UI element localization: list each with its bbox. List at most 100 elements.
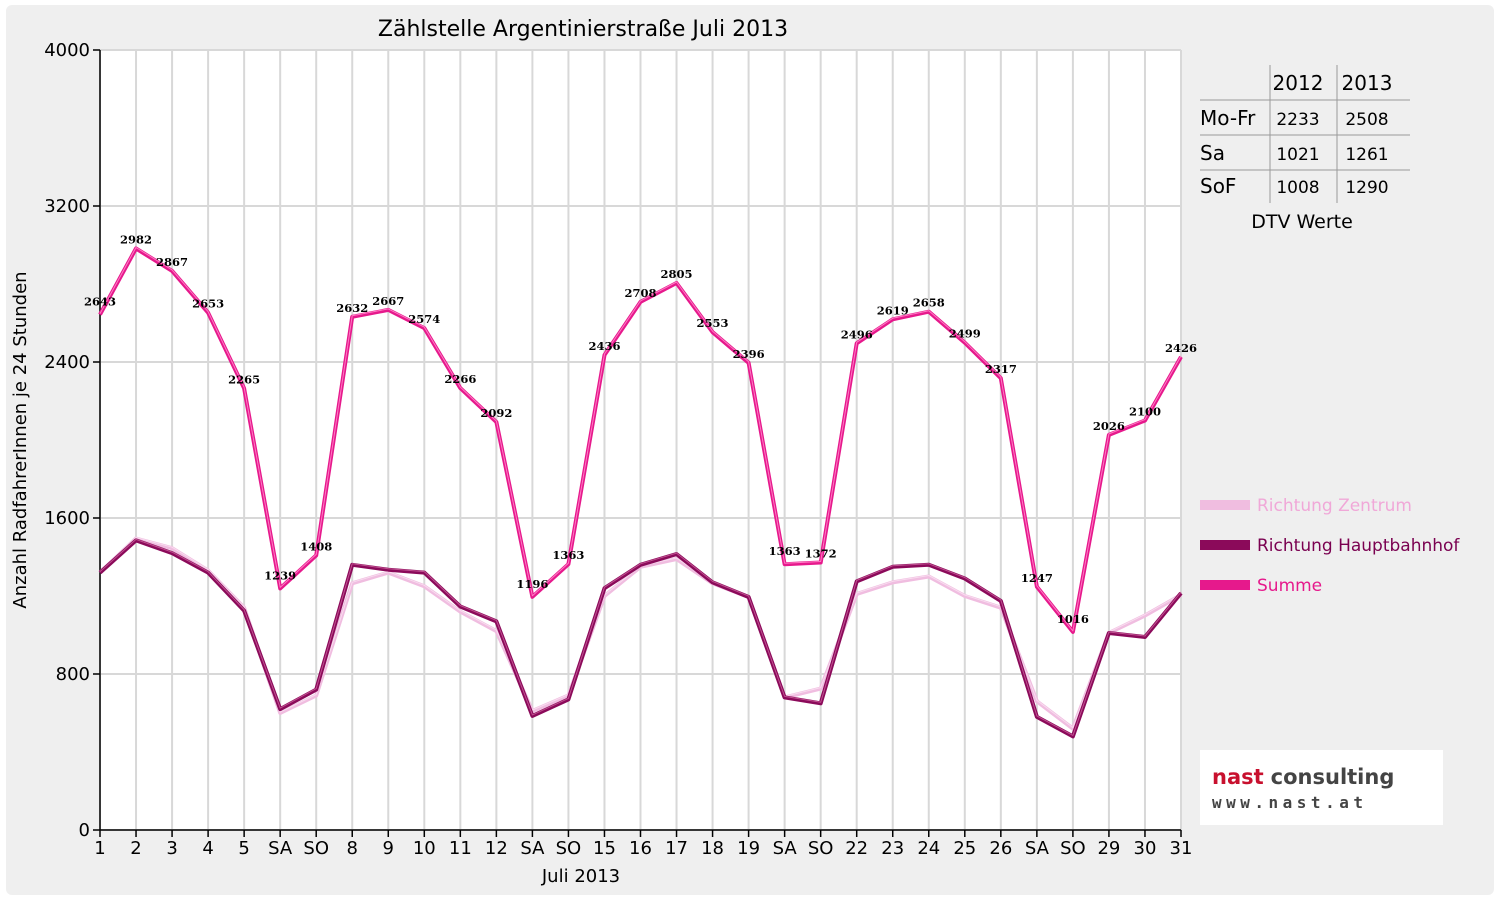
data-label: 2266 <box>444 372 476 386</box>
x-tick-label: 17 <box>665 838 688 859</box>
data-label: 2632 <box>336 301 368 315</box>
x-tick-label: SA <box>1025 838 1050 859</box>
x-tick-label: SA <box>773 838 798 859</box>
data-label: 2436 <box>588 339 620 353</box>
table-cell: 2233 <box>1276 110 1319 130</box>
chart-title: Zählstelle Argentinierstraße Juli 2013 <box>378 17 788 42</box>
legend-label: Richtung Zentrum <box>1257 496 1412 516</box>
legend-label: Summe <box>1257 576 1322 596</box>
data-labels: 2643 2982 2867 2653 2265 1239 1408 2632 2667 2574… <box>84 233 1197 626</box>
y-tick-label: 3200 <box>44 196 90 217</box>
data-label: 2653 <box>192 297 224 311</box>
x-tick-label: 31 <box>1170 838 1193 859</box>
data-label: 2574 <box>408 312 440 326</box>
data-label: 2619 <box>877 303 909 317</box>
x-tick-label: 23 <box>881 838 904 859</box>
x-tick-label: 3 <box>166 838 177 859</box>
x-tick-label: SA <box>268 838 293 859</box>
x-tick-label: 5 <box>238 838 249 859</box>
x-tick-label: SO <box>303 838 329 859</box>
data-label: 1247 <box>1021 571 1053 585</box>
data-label: 2553 <box>697 316 729 330</box>
table-cell: 1008 <box>1276 178 1319 198</box>
series-layer <box>98 246 1183 739</box>
table-cell: 1261 <box>1345 145 1388 165</box>
table-cell: 1290 <box>1345 178 1388 198</box>
x-tick-label: 26 <box>989 838 1012 859</box>
data-label: 2499 <box>949 327 981 341</box>
x-tick-label: 1 <box>94 838 105 859</box>
legend-swatch <box>1200 540 1250 550</box>
x-tick-label: SA <box>520 838 545 859</box>
legend-swatch <box>1200 500 1250 510</box>
data-label: 2982 <box>120 233 152 247</box>
data-label: 1196 <box>516 577 548 591</box>
x-tick-label: 10 <box>413 838 436 859</box>
data-label: 2092 <box>480 406 512 420</box>
x-axis-title: Juli 2013 <box>541 866 620 887</box>
y-tick-labels: 0 800 1600 2400 3200 4000 <box>44 40 90 841</box>
table-col-header: 2012 <box>1273 71 1324 95</box>
y-tick-label: 0 <box>79 820 90 841</box>
x-tick-label: 24 <box>917 838 940 859</box>
series-line-highlight <box>99 247 1182 632</box>
data-label: 2708 <box>624 286 656 300</box>
data-label: 2100 <box>1129 405 1161 419</box>
x-tick-label: 16 <box>629 838 652 859</box>
data-label: 1408 <box>300 539 332 553</box>
x-tick-label: 25 <box>953 838 976 859</box>
y-tick-label: 4000 <box>44 40 90 61</box>
data-label: 2317 <box>985 362 1017 376</box>
logo-url: www.nast.at <box>1212 793 1367 812</box>
data-label: 1363 <box>552 548 584 562</box>
table-row-label: Sa <box>1200 141 1225 165</box>
x-tick-labels: 1 2 3 4 5 SA SO 8 9 10 11 12 SA SO 15 16 17 18 19 SA SO 22 23 2… <box>94 838 1192 859</box>
x-tick-label: 11 <box>449 838 472 859</box>
x-tick-label: 30 <box>1134 838 1157 859</box>
data-label: 2658 <box>913 296 945 310</box>
legend-swatch <box>1200 580 1250 590</box>
legend-label: Richtung Hauptbahnhof <box>1257 536 1460 556</box>
x-tick-label: 18 <box>701 838 724 859</box>
data-label: 1372 <box>805 546 837 560</box>
dtv-table: 2012 2013 Mo-Fr 2233 2508 Sa 1021 1261 S… <box>1200 65 1410 233</box>
table-cell: 1021 <box>1276 145 1319 165</box>
data-label: 2667 <box>372 294 404 308</box>
table-cell: 2508 <box>1345 110 1388 130</box>
data-label: 2426 <box>1165 341 1197 355</box>
y-tick-label: 2400 <box>44 352 90 373</box>
logo: nast consulting www.nast.at <box>1200 750 1443 825</box>
x-tick-label: 19 <box>737 838 760 859</box>
data-label: 2805 <box>661 267 693 281</box>
table-caption: DTV Werte <box>1251 211 1353 233</box>
data-label: 2396 <box>733 347 765 361</box>
legend: Richtung Zentrum Richtung Hauptbahnhof Sum… <box>1200 496 1460 596</box>
x-tick-label: SO <box>808 838 834 859</box>
data-label: 2265 <box>228 372 260 386</box>
table-col-header: 2013 <box>1342 71 1393 95</box>
data-label: 2643 <box>84 295 116 309</box>
x-tick-label: 22 <box>845 838 868 859</box>
x-tick-label: 4 <box>202 838 213 859</box>
x-tick-label: 2 <box>130 838 141 859</box>
data-label: 2867 <box>156 255 188 269</box>
y-tick-label: 800 <box>56 664 90 685</box>
logo-box <box>1200 750 1443 825</box>
x-tick-label: 29 <box>1097 838 1120 859</box>
x-tick-label: 8 <box>347 838 358 859</box>
x-tick-label: 12 <box>485 838 508 859</box>
x-tick-label: 15 <box>593 838 616 859</box>
data-label: 1363 <box>769 544 801 558</box>
y-axis-title: Anzahl RadfahrerInnen je 24 Stunden <box>10 271 31 608</box>
data-label: 1016 <box>1057 612 1089 626</box>
data-label: 2496 <box>841 327 873 341</box>
y-tick-label: 1600 <box>44 508 90 529</box>
series-line-highlight <box>99 538 1182 736</box>
table-row-label: Mo-Fr <box>1200 106 1256 130</box>
x-tick-label: SO <box>556 838 582 859</box>
x-tick-label: 9 <box>383 838 394 859</box>
logo-text: nast consulting <box>1212 765 1394 789</box>
x-tick-label: SO <box>1060 838 1086 859</box>
axes <box>93 49 1182 837</box>
